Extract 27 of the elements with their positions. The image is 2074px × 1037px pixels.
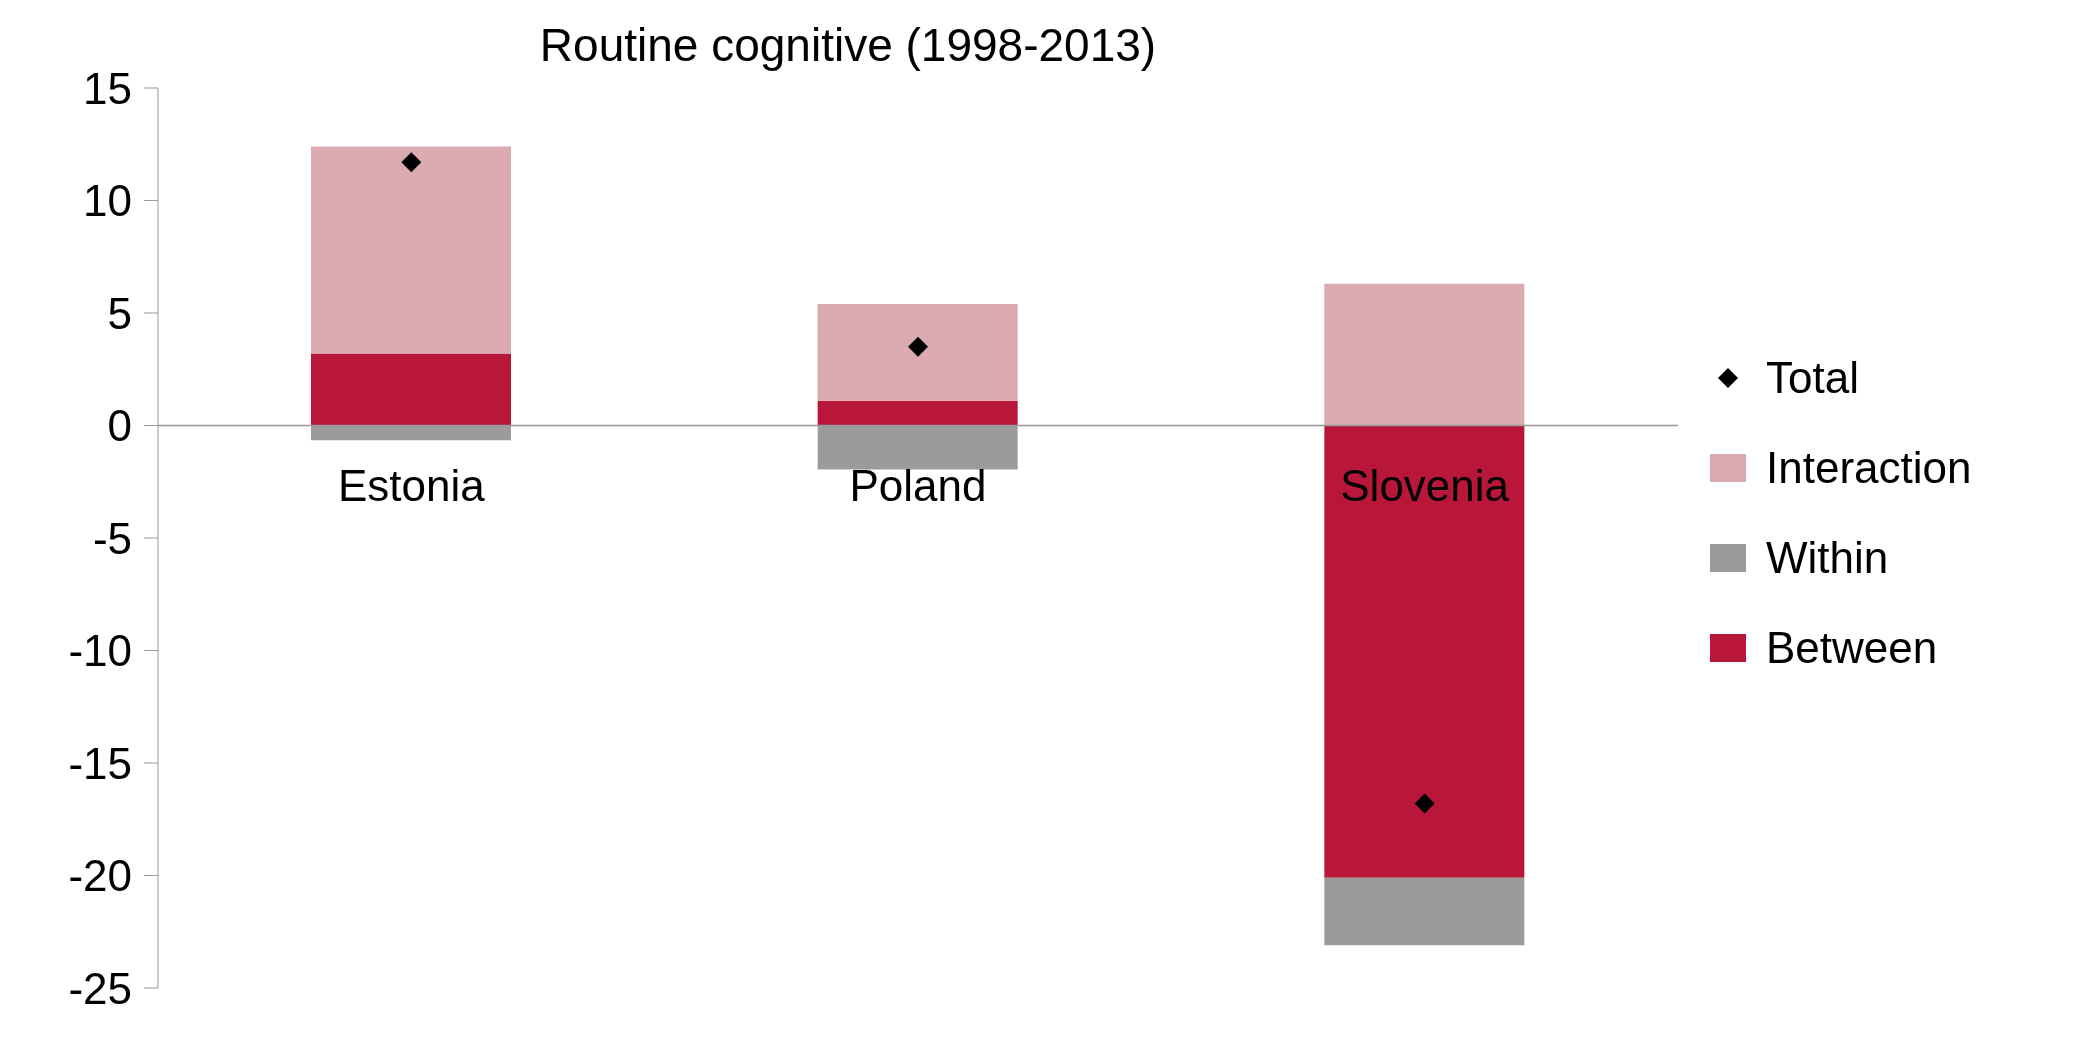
bar: [311, 146, 511, 354]
point: [401, 152, 422, 173]
y-tick-label: -20: [68, 851, 132, 901]
x-tick-label: Poland: [849, 460, 987, 510]
point: [908, 336, 928, 357]
bar: [1324, 425, 1525, 878]
y-tick-label: 15: [83, 63, 132, 113]
y-tick-label: 10: [83, 176, 132, 226]
bar: [311, 353, 511, 426]
point: [1414, 793, 1435, 814]
legend-label: Within: [1766, 533, 1889, 583]
legend-label: Interaction: [1766, 443, 1972, 493]
y-tick-label: 5: [107, 288, 132, 338]
y-tick-label: -25: [68, 963, 132, 1013]
y-tick-label: -15: [68, 738, 132, 788]
chart-title: Routine cognitive (1998-2013): [539, 19, 1157, 71]
y-tick-label: 0: [107, 401, 132, 451]
x-tick-label: Estonia: [337, 460, 486, 510]
y-tick-label: -10: [68, 626, 132, 676]
bar: [817, 304, 1018, 401]
y-tick-label: -5: [92, 513, 132, 563]
bar: [1324, 877, 1525, 946]
x-tick-label: Slovenia: [1340, 460, 1510, 510]
bar: [1324, 283, 1525, 426]
bar: [817, 400, 1018, 426]
legend-label: Total: [1766, 353, 1859, 403]
legend-label: Between: [1766, 623, 1938, 673]
